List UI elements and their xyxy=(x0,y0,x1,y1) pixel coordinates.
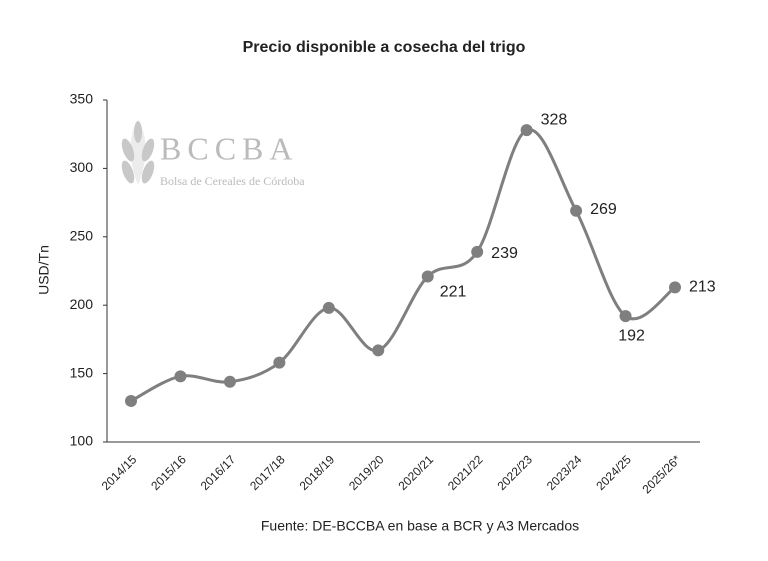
watermark-subtitle: Bolsa de Cereales de Córdoba xyxy=(160,174,305,188)
data-point xyxy=(421,270,434,283)
x-tick-label: 2016/17 xyxy=(198,452,239,493)
chart-title: Precio disponible a cosecha del trigo xyxy=(243,39,526,56)
watermark-logo xyxy=(121,120,155,185)
x-tick-label: 2023/24 xyxy=(544,452,585,493)
data-point xyxy=(372,344,385,357)
data-point xyxy=(273,356,286,369)
y-tick-label: 100 xyxy=(70,433,94,449)
x-tick-label: 2014/15 xyxy=(99,452,140,493)
data-label: 192 xyxy=(618,327,645,344)
watermark-title: BCCBA xyxy=(160,130,298,166)
x-tick-label: 2025/26* xyxy=(639,452,683,496)
data-point xyxy=(322,301,335,314)
data-label: 213 xyxy=(689,279,716,296)
x-tick-label: 2019/20 xyxy=(346,452,387,493)
data-label: 269 xyxy=(590,201,617,218)
data-label: 221 xyxy=(440,284,467,301)
y-tick-label: 200 xyxy=(70,296,94,312)
data-point xyxy=(669,281,681,294)
y-axis-label: USD/Tn xyxy=(36,245,52,295)
data-point xyxy=(125,394,137,407)
x-tick-label: 2020/21 xyxy=(396,452,437,493)
data-label: 328 xyxy=(541,111,568,128)
source-note: Fuente: DE-BCCBA en base a BCR y A3 Merc… xyxy=(261,518,579,534)
data-point xyxy=(223,375,236,388)
y-tick-label: 300 xyxy=(70,159,94,175)
y-tick-label: 350 xyxy=(70,91,94,107)
line xyxy=(130,128,676,403)
data-label: 239 xyxy=(491,245,518,262)
x-tick-label: 2015/16 xyxy=(148,452,189,493)
x-tick-label: 2017/18 xyxy=(247,452,288,493)
data-point xyxy=(471,245,484,258)
y-tick-label: 250 xyxy=(70,228,94,244)
x-tick-label: 2021/22 xyxy=(445,452,486,493)
data-point xyxy=(520,124,533,137)
data-point xyxy=(174,370,187,383)
data-point xyxy=(619,310,632,323)
y-tick-label: 150 xyxy=(70,364,94,380)
data-point xyxy=(570,204,583,217)
x-tick-label: 2018/19 xyxy=(297,452,338,493)
x-tick-label: 2022/23 xyxy=(494,452,535,493)
x-tick-label: 2024/25 xyxy=(593,452,634,493)
